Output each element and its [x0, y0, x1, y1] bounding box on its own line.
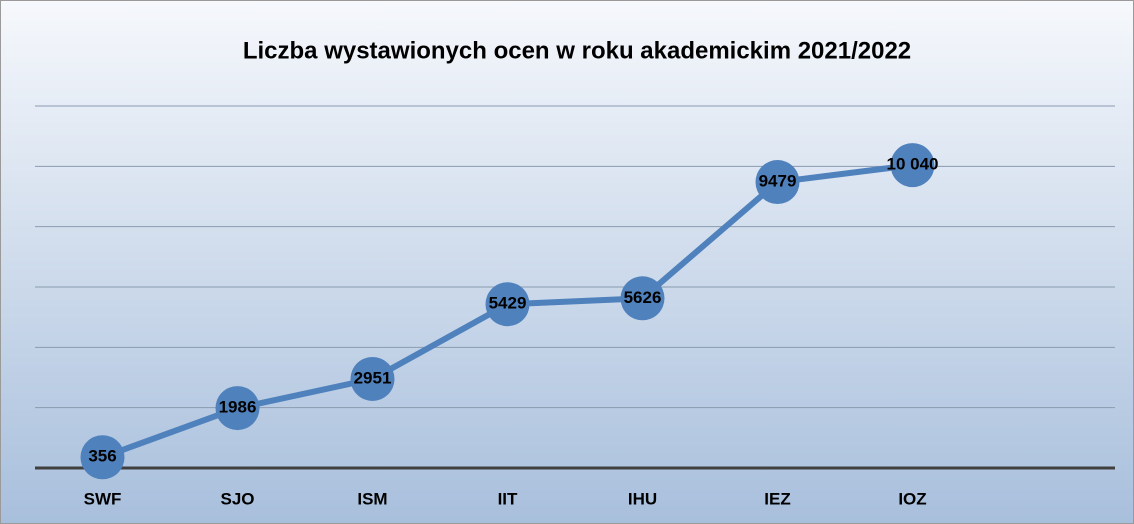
- x-tick-label: SWF: [84, 489, 122, 508]
- x-tick-label: IOZ: [898, 489, 926, 508]
- x-tick-label: SJO: [220, 489, 254, 508]
- point-marker: [350, 356, 395, 401]
- x-tick-label: ISM: [357, 489, 387, 508]
- data-label: 356: [88, 447, 116, 466]
- point-marker: [755, 160, 800, 205]
- x-tick-label: IHU: [628, 489, 657, 508]
- data-label: 2951: [354, 368, 392, 387]
- data-label: 9479: [759, 172, 797, 191]
- data-label: 5429: [489, 294, 527, 313]
- x-tick-label: IEZ: [764, 489, 790, 508]
- data-label: 5626: [624, 288, 662, 307]
- chart-title: Liczba wystawionych ocen w roku akademic…: [243, 37, 911, 64]
- data-label: 10 040: [887, 155, 939, 174]
- point-marker: [890, 143, 935, 188]
- data-label: 1986: [219, 398, 257, 417]
- x-tick-label: IIT: [498, 489, 518, 508]
- point-marker: [80, 435, 125, 480]
- point-marker: [485, 282, 530, 327]
- point-marker: [620, 276, 665, 321]
- point-marker: [215, 386, 260, 431]
